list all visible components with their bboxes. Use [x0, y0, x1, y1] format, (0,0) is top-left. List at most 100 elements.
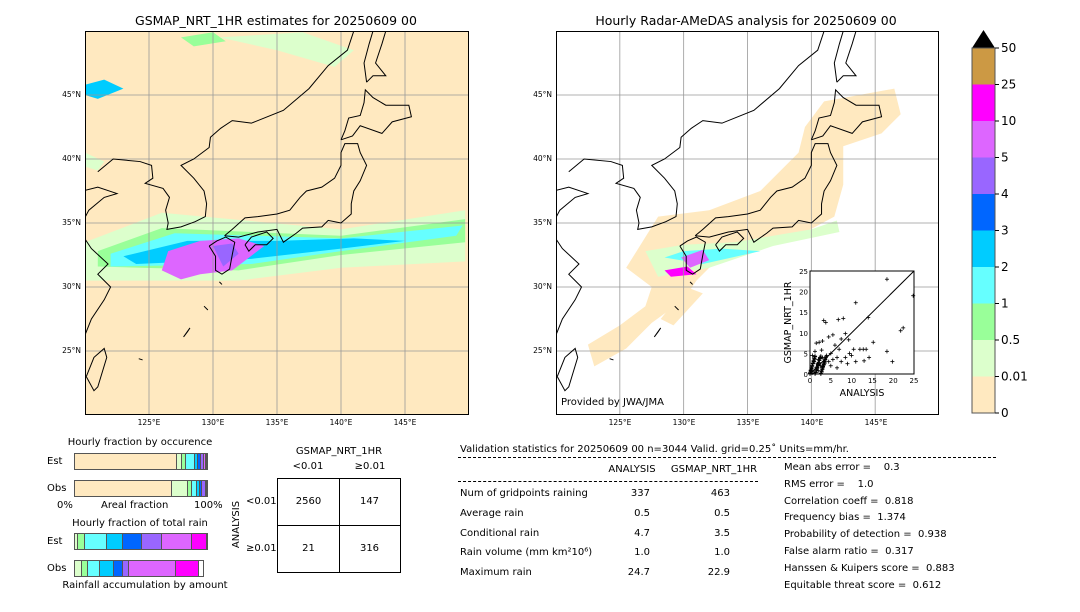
- scatter-point: [815, 364, 820, 369]
- scatter-point: [812, 356, 817, 361]
- table-col-ge: ≥0.01: [354, 461, 386, 472]
- stat-gsmap: 1.0: [714, 547, 730, 558]
- scatter-point: [839, 336, 844, 341]
- scatter-point: [819, 348, 824, 353]
- colorbar-tick-label: 50: [1001, 41, 1016, 55]
- coastline: [97, 31, 355, 231]
- colorbar-tick-label: 0: [1001, 406, 1009, 418]
- scatter-point: [832, 343, 837, 348]
- rain-est-bar: [74, 533, 208, 550]
- scatter-point: [911, 293, 916, 298]
- score-text: Mean abs error = 0.3: [784, 462, 900, 473]
- scatter-point: [830, 357, 835, 362]
- precip-area: [85, 152, 105, 171]
- scatter-point: [847, 351, 852, 356]
- coastline: [653, 327, 662, 338]
- scatter-point: [812, 349, 817, 354]
- coastline: [689, 281, 693, 285]
- coastline: [679, 236, 706, 275]
- colorbar-segment: [972, 194, 995, 231]
- scatter-point: [826, 359, 831, 364]
- coastline: [203, 305, 209, 311]
- coastline: [340, 88, 412, 141]
- coastline: [363, 31, 374, 83]
- score-text: Equitable threat score = 0.612: [784, 579, 942, 591]
- scatter-point: [821, 361, 826, 366]
- lon-tick-label: 125°E: [608, 418, 632, 427]
- table-row-ge: ≥0.01: [246, 543, 277, 554]
- bar-segment: [84, 534, 108, 549]
- bar-segment: [141, 534, 162, 549]
- coastline: [219, 281, 223, 285]
- scatter-ylabel: GSMAP_NRT_1HR: [783, 281, 794, 363]
- lat-tick-label: 25°N: [533, 346, 552, 355]
- lat-tick-label: 35°N: [62, 218, 81, 227]
- scatter-point: [828, 351, 833, 356]
- lon-tick-label: 140°E: [800, 418, 824, 427]
- colorbar-segment: [972, 84, 995, 121]
- bar-segment: [75, 534, 79, 549]
- occurrence-est-bar: [74, 453, 208, 470]
- scatter-xtick: 10: [847, 377, 856, 385]
- occ-obs-label: Obs: [47, 483, 67, 494]
- scatter-point: [866, 315, 871, 320]
- stat-analysis: 24.7: [627, 567, 650, 578]
- scatter-ytick: 5: [804, 350, 808, 358]
- scatter-point: [815, 362, 820, 367]
- colorbar: 0 0.01 0.5 1 2 3 4 5 10 25 50: [971, 30, 1028, 418]
- score-text: Frequency bias = 1.374: [784, 512, 906, 524]
- coastline: [833, 31, 844, 83]
- rain-est-label: Est: [47, 536, 63, 547]
- scatter-point: [884, 349, 889, 354]
- scatter-point: [890, 359, 895, 364]
- occurrence-title: Hourly fraction by occurence: [67, 437, 213, 448]
- scatter-point: [809, 365, 814, 370]
- lat-tick-label: 40°N: [533, 154, 552, 163]
- radar-analysis-map: [556, 31, 939, 415]
- table-ylabel: ANALYSIS: [231, 500, 243, 549]
- bar-segment: [87, 561, 100, 576]
- scatter-point: [817, 340, 822, 345]
- colorbar-tick-label: 5: [1001, 151, 1009, 165]
- bar-segment: [107, 534, 124, 549]
- stats-header: Validation statistics for 20250609 00 n=…: [460, 444, 849, 455]
- scatter-xlabel: ANALYSIS: [840, 388, 885, 399]
- lat-tick-label: 25°N: [62, 346, 81, 355]
- precip-area: [660, 287, 703, 326]
- scatter-xtick: 20: [889, 377, 898, 385]
- coastline: [810, 88, 883, 141]
- scatter-point: [849, 353, 854, 358]
- colorbar-segment: [972, 340, 995, 377]
- scatter-point: [823, 320, 828, 325]
- precip-area: [219, 32, 354, 67]
- scatter-point: [821, 318, 826, 323]
- bar-segment: [81, 561, 88, 576]
- scatter-point: [851, 347, 856, 352]
- rain-fraction-title: Hourly fraction of total rain: [72, 518, 208, 529]
- scatter-ytick: 10: [799, 330, 808, 338]
- cell-miss: 21: [302, 543, 315, 554]
- coastline: [85, 186, 119, 337]
- col-analysis: ANALYSIS: [608, 464, 656, 475]
- precip-area: [181, 32, 226, 47]
- scatter-xtick: 25: [910, 377, 919, 385]
- scatter-point: [818, 355, 823, 360]
- scatter-point: [830, 332, 835, 337]
- scatter-point: [846, 337, 851, 342]
- occ-xlabel: Areal fraction: [101, 500, 169, 511]
- lon-tick-label: 145°E: [864, 418, 888, 427]
- scatter-point: [862, 358, 867, 363]
- bar-segment: [201, 454, 204, 469]
- coastline: [694, 143, 838, 243]
- precip-area: [587, 88, 901, 367]
- coastline: [85, 347, 108, 392]
- bar-segment: [197, 481, 200, 496]
- score-text: Hanssen & Kuipers score = 0.883: [784, 562, 955, 574]
- scatter-point: [814, 341, 819, 346]
- map-frame: [556, 31, 939, 415]
- bar-segment: [202, 481, 206, 496]
- bar-segment: [99, 561, 114, 576]
- stat-label: Maximum rain: [460, 567, 532, 578]
- lat-tick-label: 30°N: [533, 282, 552, 291]
- coastline: [674, 305, 679, 311]
